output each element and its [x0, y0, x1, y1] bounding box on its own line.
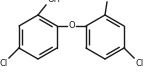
Text: Cl: Cl	[135, 59, 143, 68]
Text: O: O	[68, 22, 75, 30]
Text: Cl: Cl	[103, 0, 111, 1]
Text: Cl: Cl	[0, 59, 8, 68]
Text: OH: OH	[47, 0, 60, 4]
